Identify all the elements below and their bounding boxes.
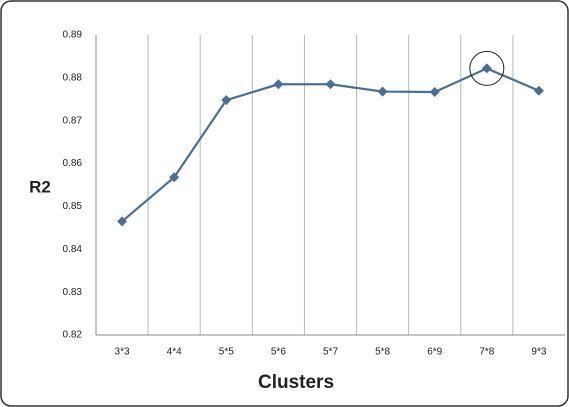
data-point: [533, 85, 544, 96]
data-point: [481, 63, 492, 74]
data-point: [169, 172, 180, 183]
x-tick-label: 7*8: [479, 347, 494, 358]
x-axis-label: Clusters: [258, 372, 334, 393]
x-tick-label: 5*7: [323, 347, 338, 358]
y-tick-label: 0.85: [63, 201, 83, 212]
y-tick-label: 0.82: [63, 330, 83, 341]
y-tick-label: 0.89: [63, 30, 83, 41]
data-point: [429, 87, 440, 97]
data-point: [221, 95, 232, 106]
data-point: [273, 79, 284, 90]
y-tick-label: 0.86: [63, 158, 83, 169]
x-tick-label: 5*8: [375, 347, 390, 358]
highlight-circle: [469, 50, 505, 86]
y-tick-label: 0.88: [63, 72, 83, 83]
data-point: [325, 79, 336, 90]
y-axis-label: R2: [29, 177, 51, 196]
y-tick-label: 0.84: [63, 244, 83, 255]
x-tick-label: 5*6: [271, 347, 286, 358]
x-tick-label: 6*9: [427, 347, 442, 358]
data-point: [117, 216, 128, 227]
x-tick-label: 9*3: [531, 347, 546, 358]
y-tick-label: 0.87: [63, 115, 83, 126]
x-tick-label: 4*4: [167, 347, 182, 358]
x-tick-label: 3*3: [115, 347, 130, 358]
data-point: [377, 86, 388, 97]
x-tick-label: 5*5: [219, 347, 234, 358]
y-tick-label: 0.83: [63, 287, 83, 298]
